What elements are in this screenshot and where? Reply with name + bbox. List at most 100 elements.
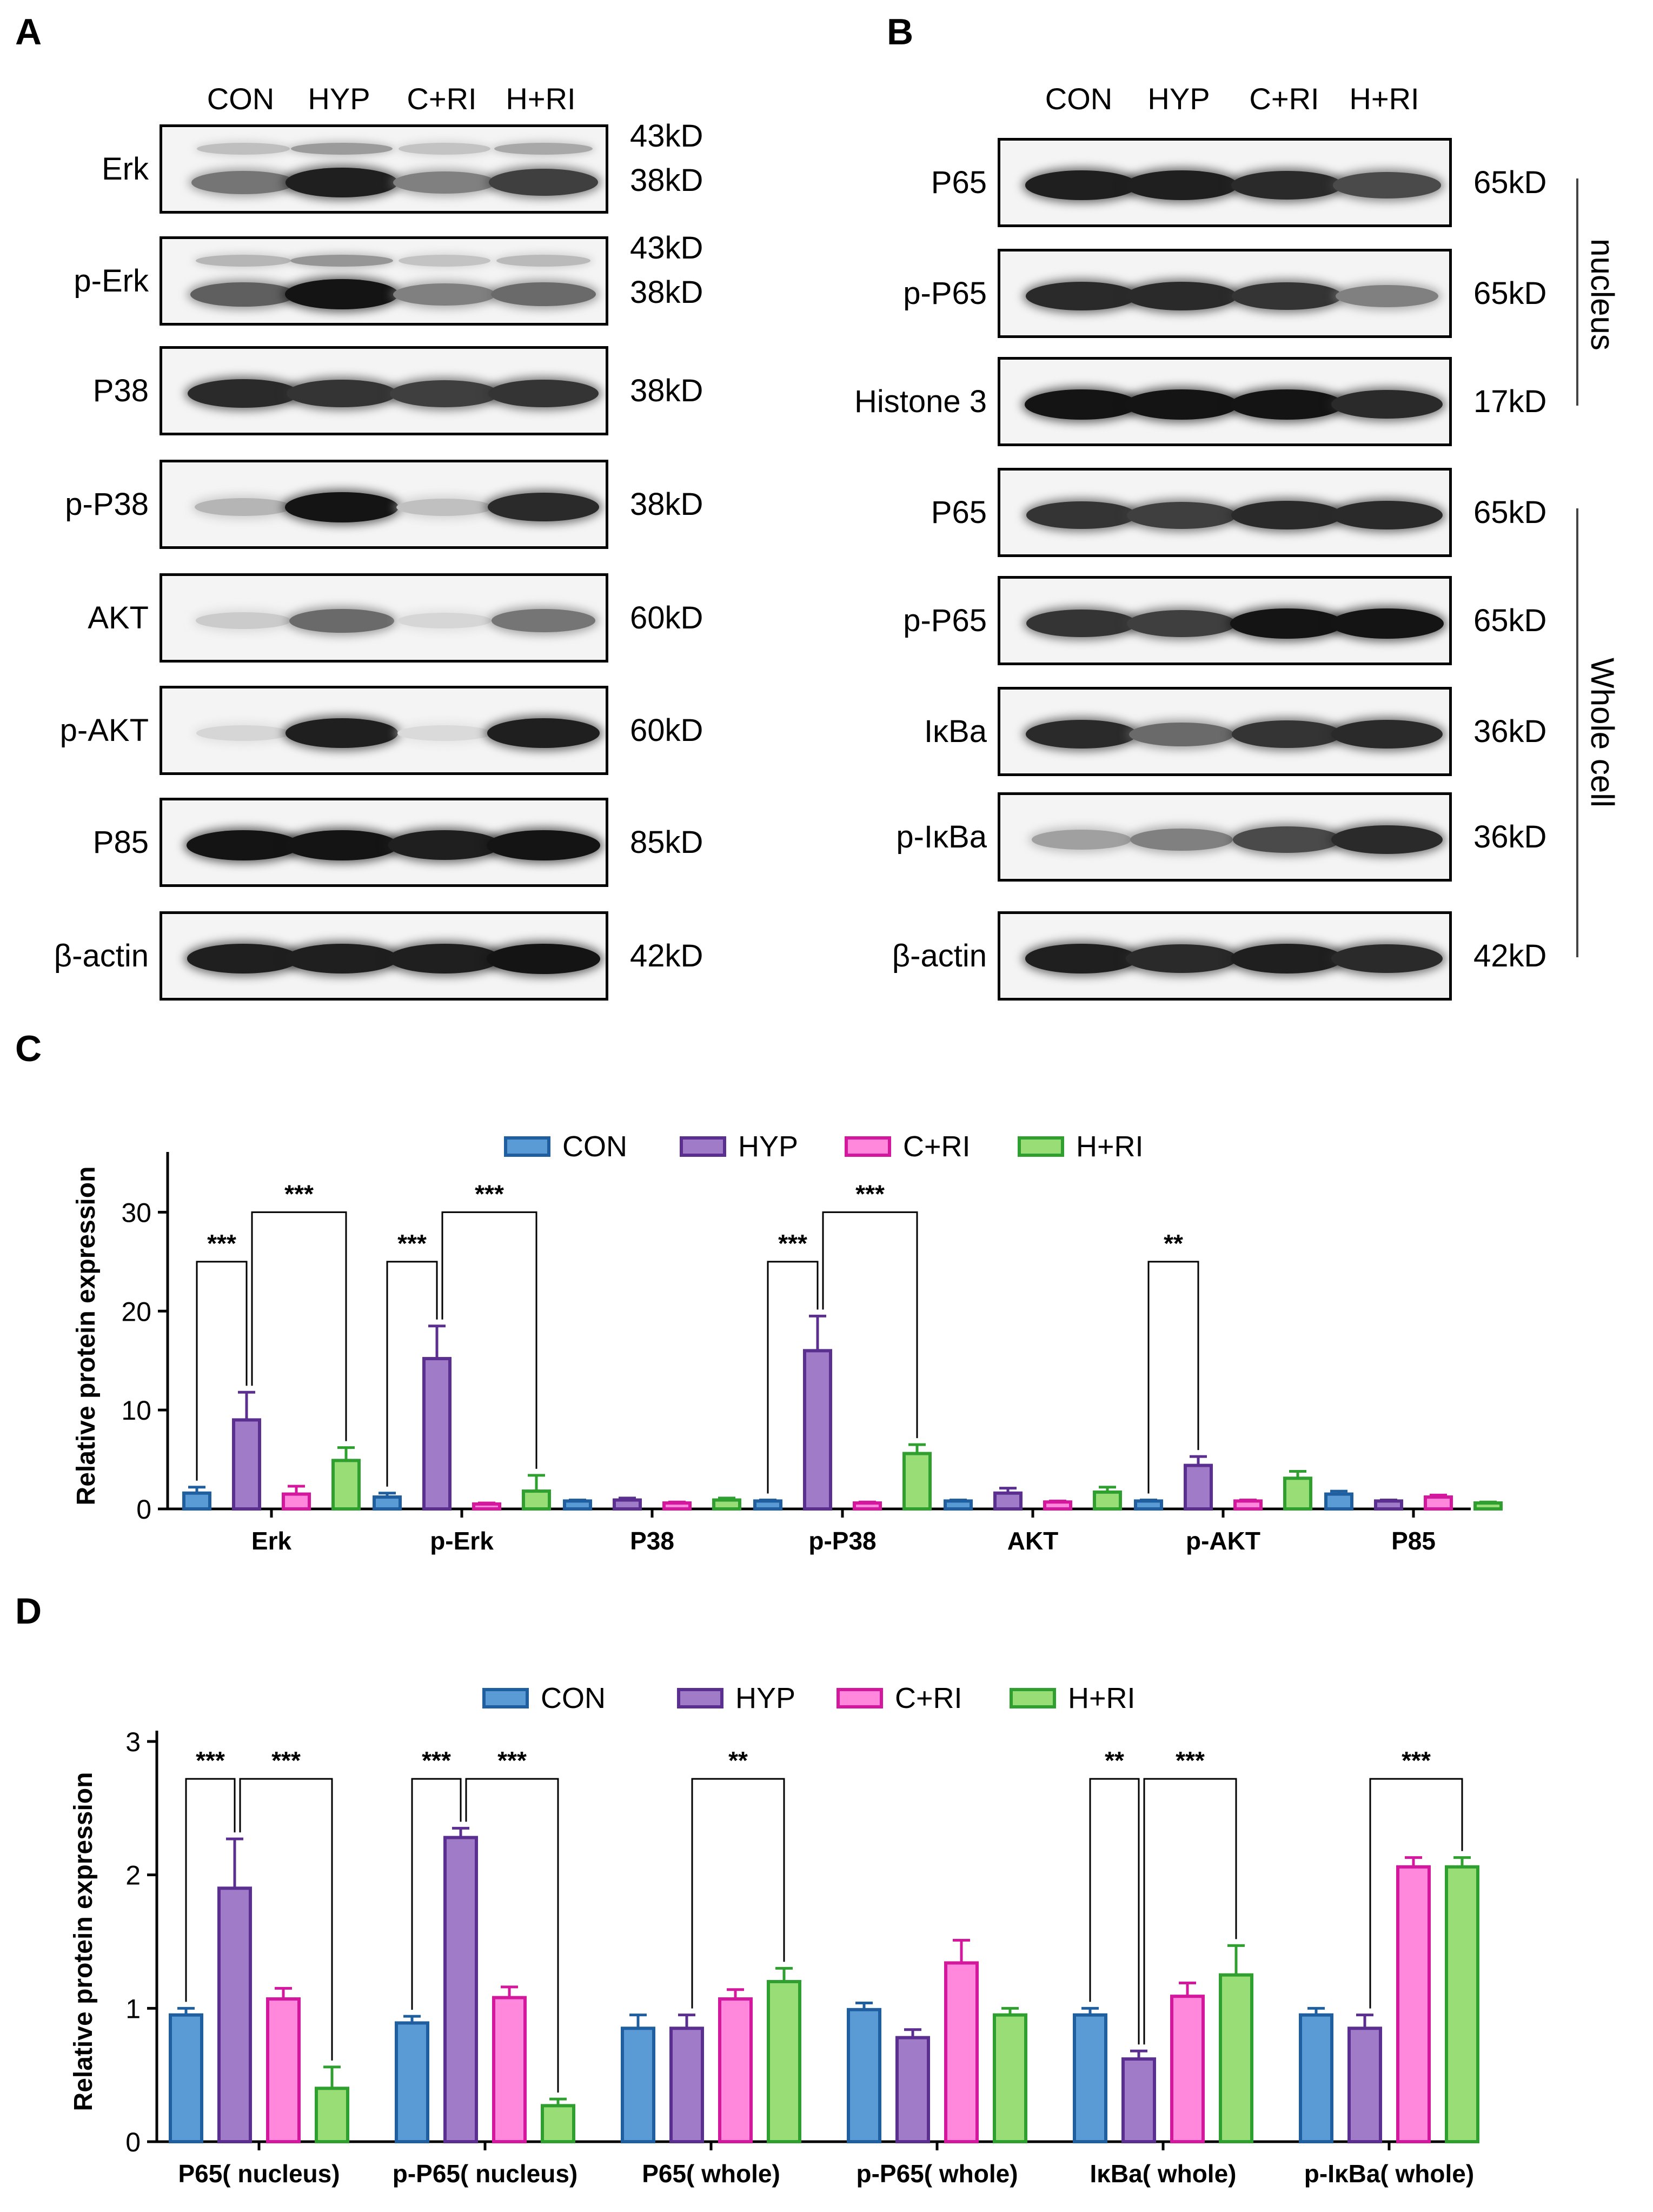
- significance-bracket: [185, 1778, 236, 2002]
- blot-b-band: [1333, 172, 1441, 198]
- bar: [373, 1495, 402, 1511]
- bar: [1283, 1476, 1312, 1511]
- bar: [1043, 1500, 1072, 1511]
- bar: [613, 1498, 642, 1511]
- blot-b-kd-label: 65kD: [1473, 602, 1547, 638]
- blot-a-band: [488, 493, 599, 521]
- blot-b-band: [1127, 501, 1236, 529]
- significance-bracket: [767, 1261, 819, 1494]
- significance-label: ***: [497, 1746, 527, 1774]
- bar: [182, 1491, 211, 1511]
- blot-a-band: [188, 379, 299, 408]
- significance-bracket: [386, 1261, 438, 1487]
- blot-a-row-label: p-P38: [65, 486, 149, 522]
- blot-b-band: [1331, 825, 1443, 854]
- x-tick-label: AKT: [1007, 1527, 1059, 1555]
- bar: [902, 1452, 932, 1511]
- bar: [1424, 1495, 1453, 1511]
- bar: [1073, 2013, 1107, 2144]
- blot-b-band: [1025, 389, 1138, 420]
- blot-a-kd-label: 38kD: [630, 373, 703, 408]
- bar: [541, 2104, 575, 2144]
- bar: [232, 1418, 261, 1511]
- blot-b-kd-label: 65kD: [1473, 164, 1547, 200]
- blot-a-row-label: AKT: [88, 600, 149, 635]
- x-tick-label: P65( whole): [642, 2160, 780, 2188]
- blot-b-band: [1336, 285, 1438, 307]
- significance-label: ***: [422, 1746, 451, 1774]
- bar: [669, 2026, 704, 2143]
- blot-a-blot-strip: [160, 686, 608, 775]
- blot-a-lane-label: H+RI: [506, 82, 576, 116]
- x-tick-label: P85: [1391, 1527, 1436, 1555]
- blot-a-blot-strip: [160, 911, 608, 1001]
- blot-b-band: [1130, 829, 1233, 851]
- bar: [217, 1886, 252, 2143]
- blot-a-band-upper: [399, 142, 490, 155]
- blot-a-blot-strip: [160, 798, 608, 887]
- blot-a-band-upper: [290, 254, 393, 267]
- legend-label: HYP: [735, 1682, 795, 1714]
- blot-a-band: [286, 944, 398, 973]
- bar: [331, 1459, 361, 1511]
- blot-a-band: [285, 830, 399, 860]
- blot-b-band: [1231, 171, 1343, 200]
- blot-a-row-label: Erk: [102, 151, 149, 187]
- x-tick-label: p-AKT: [1186, 1527, 1260, 1555]
- legend-swatch: [845, 1136, 891, 1157]
- blot-a-band: [487, 718, 600, 748]
- significance-label: **: [728, 1746, 748, 1774]
- x-tick-label: p-P65( nucleus): [393, 2160, 578, 2188]
- blot-a-band: [488, 379, 599, 408]
- blot-a-band: [492, 609, 595, 632]
- significance-bracket: [1147, 1261, 1199, 1494]
- y-tick-label: 20: [121, 1296, 151, 1327]
- blot-b-band: [1126, 282, 1237, 310]
- x-tick-label: Erk: [251, 1527, 292, 1555]
- significance-label: **: [1164, 1229, 1183, 1257]
- blot-b-band: [1232, 720, 1342, 749]
- bar: [1396, 1865, 1431, 2143]
- blot-b-kd-label: 65kD: [1473, 494, 1547, 530]
- significance-label: ***: [475, 1180, 504, 1208]
- bar: [315, 2087, 349, 2143]
- bar: [1233, 1499, 1263, 1511]
- blot-b-row-label: P65: [931, 494, 987, 530]
- bar: [1184, 1463, 1213, 1511]
- bar: [1219, 1973, 1253, 2144]
- y-axis-title: Relative protein expression: [72, 1167, 101, 1506]
- blot-a-band: [196, 612, 291, 629]
- blot-a-band: [487, 830, 600, 860]
- nucleus-label: nucleus: [1584, 239, 1621, 350]
- bar: [1374, 1499, 1403, 1511]
- blot-a-band: [287, 379, 397, 408]
- blot-a-blot-strip: [160, 573, 608, 663]
- bar: [1347, 2026, 1382, 2143]
- bar-chart-d: CON HYP C+RI H+RI 0 1 2 3 Relative protein expre…: [69, 1682, 1479, 2188]
- bar: [443, 1836, 478, 2144]
- bar: [472, 1502, 501, 1511]
- significance-bracket: [465, 1778, 559, 2093]
- blot-a-row-label: P85: [92, 824, 149, 860]
- significance-bracket: [411, 1778, 462, 2010]
- blot-b-band: [1026, 282, 1137, 310]
- bar: [1299, 2013, 1333, 2144]
- bar-chart-c: CON HYP C+RI H+RI 0 10 20 30 Relative protein ex…: [72, 1130, 1503, 1555]
- blot-a-kd-label: 85kD: [630, 824, 703, 860]
- blot-b-row-label: p-P65: [903, 275, 987, 311]
- blot-a-kd-label: 43kD: [630, 230, 703, 266]
- bar: [1093, 1490, 1122, 1511]
- blot-b-band: [1026, 720, 1137, 749]
- bar: [1134, 1499, 1163, 1511]
- blot-a-band: [191, 171, 295, 194]
- blot-b-band: [1331, 501, 1443, 529]
- blot-b-band: [1232, 282, 1342, 310]
- blot-b-row-label: β-actin: [892, 938, 987, 973]
- blot-b-band: [1231, 501, 1343, 529]
- blot-b-band: [1025, 170, 1138, 200]
- blot-a-band: [491, 282, 596, 307]
- bar: [422, 1357, 452, 1511]
- blot-a-band: [187, 830, 300, 860]
- blot-b-band: [1129, 722, 1234, 746]
- panel-label-a: A: [15, 11, 42, 52]
